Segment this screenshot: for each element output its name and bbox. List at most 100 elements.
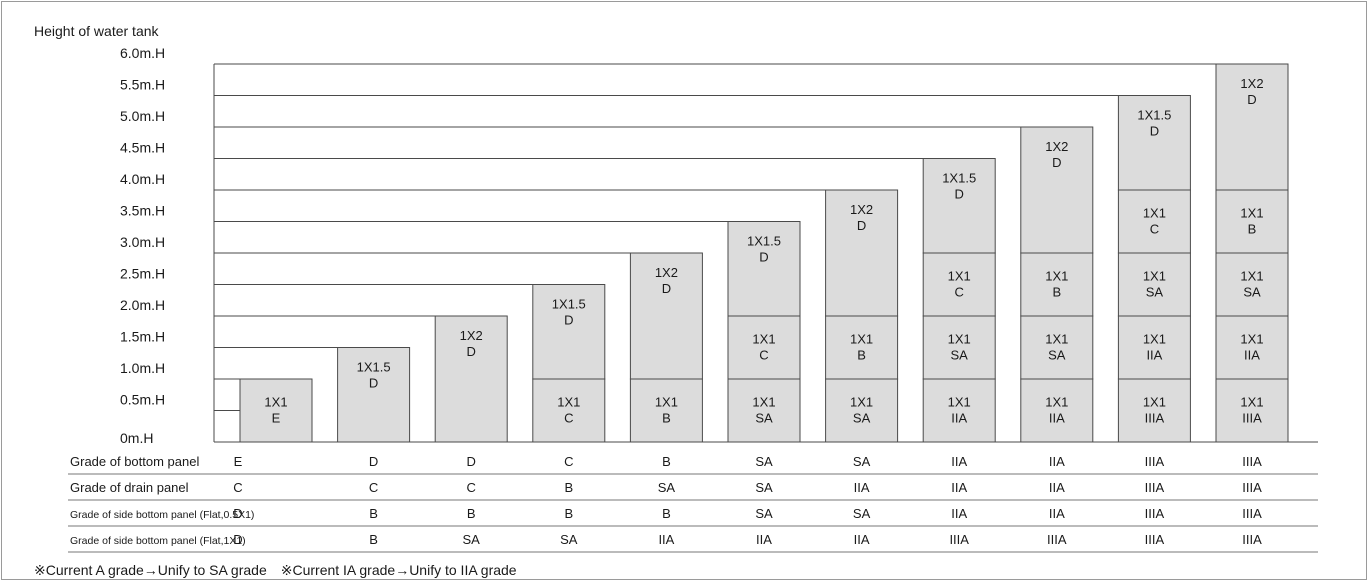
segment-size: 1X1 (1143, 269, 1166, 284)
panel-segment (825, 189, 899, 317)
grade-table: Grade of bottom panel E D D C B SA SA IIA IIA IIIA… (68, 454, 1318, 553)
segment-grade: B (1052, 285, 1061, 300)
grade-cell: IIA (756, 532, 772, 547)
grade-cell: SA (560, 532, 578, 547)
segment-grade: D (955, 187, 964, 202)
y-tick-label: 2.0m.H (120, 297, 165, 313)
grade-cell: SA (853, 506, 871, 521)
segment-grade: SA (1243, 285, 1261, 300)
grade-cell: IIIA (1242, 532, 1262, 547)
table-row: Grade of side bottom panel (Flat,0.5X1)D… (68, 506, 1318, 527)
y-axis-labels: 0m.H 0.5m.H 1.0m.H 1.5m.H 2.0m.H 2.5m.H 3.0m.H… (120, 45, 165, 446)
segment-size: 1X2 (1045, 139, 1068, 154)
segment-size: 1X1 (557, 395, 580, 410)
grade-cell: IIA (1049, 506, 1065, 521)
segment-size: 1X1 (1240, 206, 1263, 221)
segment-size: 1X1 (850, 395, 873, 410)
y-tick-label: 4.0m.H (120, 171, 165, 187)
panel-segment (825, 315, 899, 380)
row-label: Grade of drain panel (70, 480, 189, 495)
segment-grade: SA (1048, 348, 1066, 363)
grade-cell: IIIA (1145, 480, 1165, 495)
panel-segment (1020, 378, 1094, 443)
segment-size: 1X1 (264, 395, 287, 410)
grade-cell: IIIA (1145, 532, 1165, 547)
panel-segment (1117, 378, 1191, 443)
panel-segment (337, 347, 411, 443)
row-label: Grade of bottom panel (70, 454, 199, 469)
panel-segment (532, 378, 606, 443)
segment-size: 1X1 (1045, 269, 1068, 284)
grade-cell: IIIA (1242, 480, 1262, 495)
y-tick-label: 6.0m.H (120, 45, 165, 61)
segment-grade: D (564, 313, 573, 328)
panel-segment (1117, 95, 1191, 191)
y-tick-label: 1.5m.H (120, 329, 165, 345)
segment-size: 1X1 (752, 332, 775, 347)
y-tick-label: 3.0m.H (120, 234, 165, 250)
segment-size: 1X1 (1240, 395, 1263, 410)
segment-grade: C (759, 348, 768, 363)
segment-size: 1X1 (752, 395, 775, 410)
grade-cell: IIIA (1242, 454, 1262, 469)
panel-segment (1117, 315, 1191, 380)
grade-cell: IIIA (1145, 506, 1165, 521)
grade-cell: D (233, 506, 242, 521)
grade-cell: IIA (951, 506, 967, 521)
row-label: Grade of side bottom panel (Flat,0.5X1) (70, 509, 254, 521)
segment-grade: SA (1146, 285, 1164, 300)
grade-cell: IIA (1049, 480, 1065, 495)
segment-grade: SA (755, 411, 773, 426)
panel-segment (922, 315, 996, 380)
grade-cell: SA (755, 454, 773, 469)
segment-grade: D (369, 376, 378, 391)
segment-grade: SA (951, 348, 969, 363)
tank-column: 1X1.5D (337, 347, 411, 443)
segment-size: 1X2 (460, 328, 483, 343)
segment-grade: D (1150, 124, 1159, 139)
segment-size: 1X1 (1143, 395, 1166, 410)
y-tick-label: 0m.H (120, 430, 153, 446)
grade-cell: E (234, 454, 243, 469)
segment-grade: SA (853, 411, 871, 426)
segment-size: 1X1 (655, 395, 678, 410)
table-row: Grade of bottom panel E D D C B SA SA IIA IIA IIIA… (68, 454, 1318, 475)
panel-segment (434, 315, 508, 443)
grade-cell: SA (463, 532, 481, 547)
segment-size: 1X1 (1240, 332, 1263, 347)
grade-cell: IIIA (949, 532, 969, 547)
segment-grade: IIIA (1145, 411, 1165, 426)
grade-cell: C (369, 480, 378, 495)
grade-cell: D (467, 454, 476, 469)
segment-size: 1X1.5 (357, 360, 391, 375)
segment-grade: IIA (1049, 411, 1065, 426)
panel-segment (922, 158, 996, 254)
table-row: Grade of side bottom panel (Flat,1X1)D B S… (68, 532, 1318, 553)
grade-cell: IIA (658, 532, 674, 547)
grade-cell: SA (755, 480, 773, 495)
grade-cell: B (564, 506, 573, 521)
segment-size: 1X1.5 (1137, 108, 1171, 123)
y-tick-label: 0.5m.H (120, 392, 165, 408)
grade-cell: IIA (951, 480, 967, 495)
segment-grade: IIA (1146, 348, 1162, 363)
panel-segment (239, 378, 313, 443)
segment-grade: D (1247, 92, 1256, 107)
y-tick-label: 4.5m.H (120, 140, 165, 156)
grade-cell: C (233, 480, 242, 495)
segment-size: 1X2 (850, 202, 873, 217)
segment-size: 1X1 (1143, 332, 1166, 347)
panel-segment (1215, 189, 1289, 254)
grade-cell: IIA (854, 532, 870, 547)
segment-size: 1X1.5 (747, 234, 781, 249)
segment-grade: D (662, 281, 671, 296)
segment-grade: E (272, 411, 281, 426)
grade-cell: IIA (951, 454, 967, 469)
panel-segment (1117, 189, 1191, 254)
